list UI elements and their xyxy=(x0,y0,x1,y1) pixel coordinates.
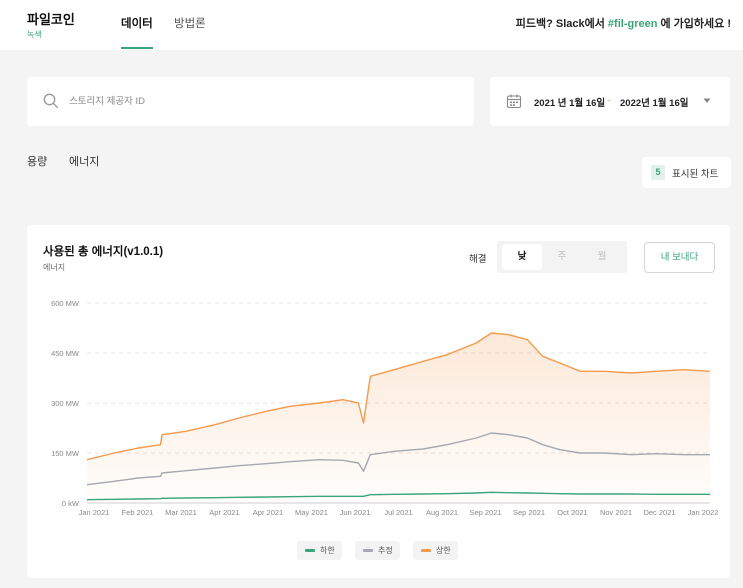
x-tick-label: Apr 2021 xyxy=(209,508,239,517)
shown-charts-count: 5 xyxy=(651,165,665,180)
x-tick-label: Nov 2021 xyxy=(600,508,632,517)
x-tick-label: Oct 2021 xyxy=(557,508,587,517)
x-tick-label: Apr 2021 xyxy=(253,508,283,517)
legend-upper-swatch xyxy=(421,549,431,552)
brand-name: 파일코인 xyxy=(27,12,75,27)
date-range-picker[interactable]: 2021 년 1월 16일 - 2022년 1월 16일 xyxy=(490,77,730,126)
x-tick-label: Dec 2021 xyxy=(643,508,675,517)
estimate-line xyxy=(86,432,710,486)
legend-estimate[interactable]: 추정 xyxy=(355,541,400,560)
x-tick-label: Jul 2021 xyxy=(384,508,412,517)
slack-channel-link[interactable]: #fil-green xyxy=(607,18,658,30)
start-date[interactable]: 2021 년 1월 16일 xyxy=(534,98,606,109)
top-navigation-bar: 파일코인 녹색 데이터 방법론 피드백? Slack에서 #fil-green … xyxy=(0,0,743,50)
end-date[interactable]: 2022년 1월 16일 xyxy=(620,98,689,109)
x-tick-label: May 2021 xyxy=(295,508,328,517)
shown-charts-button[interactable]: 5 표시된 차트 xyxy=(642,157,731,188)
resolution-day-button[interactable]: 낮 xyxy=(502,244,542,270)
shown-charts-label: 표시된 차트 xyxy=(672,169,719,180)
feedback-message: 피드백? Slack에서 #fil-green 에 가입하세요 ! xyxy=(516,15,731,31)
x-tick-label: Aug 2021 xyxy=(426,508,458,517)
legend-lower-swatch xyxy=(305,549,315,552)
y-tick-label: 450 MW xyxy=(51,349,80,358)
resolution-week-button[interactable]: 주 xyxy=(557,251,567,262)
total-energy-chart-card: 사용된 총 에너지(v1.0.1) 에너지 해결 낮 주 월 내 보내다 0 k… xyxy=(27,225,730,578)
x-tick-label: Sep 2021 xyxy=(469,508,501,517)
storage-provider-search-input[interactable] xyxy=(69,91,459,111)
tab-energy[interactable]: 에너지 xyxy=(69,156,100,168)
legend-upper-bound[interactable]: 상한 xyxy=(413,541,458,560)
chevron-down-icon[interactable] xyxy=(703,98,711,104)
x-tick-label: Feb 2021 xyxy=(122,508,154,517)
nav-tab-data[interactable]: 데이터 xyxy=(121,18,153,30)
legend-lower-label: 하한 xyxy=(320,546,335,555)
brand-logo[interactable]: 파일코인 녹색 xyxy=(27,9,75,40)
legend-estimate-swatch xyxy=(363,549,373,552)
lower-bound-line xyxy=(86,491,710,501)
legend-estimate-label: 추정 xyxy=(378,546,393,555)
upper-bound-line xyxy=(86,332,711,461)
y-tick-label: 300 MW xyxy=(51,399,80,408)
nav-tab-methodology[interactable]: 방법론 xyxy=(174,18,206,30)
tab-capacity[interactable]: 용량 xyxy=(27,156,48,168)
upper-bound-area xyxy=(87,333,710,503)
legend-upper-label: 상한 xyxy=(436,546,451,555)
export-button[interactable]: 내 보내다 xyxy=(644,242,715,273)
chart-subtitle: 에너지 xyxy=(43,263,66,272)
x-tick-label: Sep 2021 xyxy=(513,508,545,517)
legend-lower-bound[interactable]: 하한 xyxy=(297,541,342,560)
date-separator: - xyxy=(607,95,611,106)
y-tick-label: 600 MW xyxy=(51,299,80,308)
brand-subtitle: 녹색 xyxy=(27,30,42,39)
energy-line-chart: 0 kW 150 MW 300 MW 450 MW 600 MW Jan 2021 Feb … xyxy=(51,299,719,517)
calendar-icon xyxy=(506,94,522,109)
search-icon xyxy=(43,93,59,109)
x-tick-label: Mar 2021 xyxy=(165,508,197,517)
x-tick-label: Jan 2021 xyxy=(79,508,110,517)
resolution-toggle: 낮 주 월 xyxy=(497,241,627,273)
resolution-label: 해결 xyxy=(469,254,487,265)
x-tick-label: Jan 2022 xyxy=(688,508,719,517)
active-tab-indicator xyxy=(121,47,153,49)
y-tick-label: 150 MW xyxy=(51,449,80,458)
chart-title: 사용된 총 에너지(v1.0.1) xyxy=(43,246,164,258)
resolution-month-button[interactable]: 월 xyxy=(597,251,607,262)
search-box xyxy=(27,77,474,126)
x-tick-label: Jun 2021 xyxy=(340,508,371,517)
y-tick-label: 0 kW xyxy=(62,499,80,508)
feedback-suffix: 에 가입하세요 ! xyxy=(660,18,732,30)
feedback-prefix: 피드백? Slack에서 xyxy=(515,18,605,30)
